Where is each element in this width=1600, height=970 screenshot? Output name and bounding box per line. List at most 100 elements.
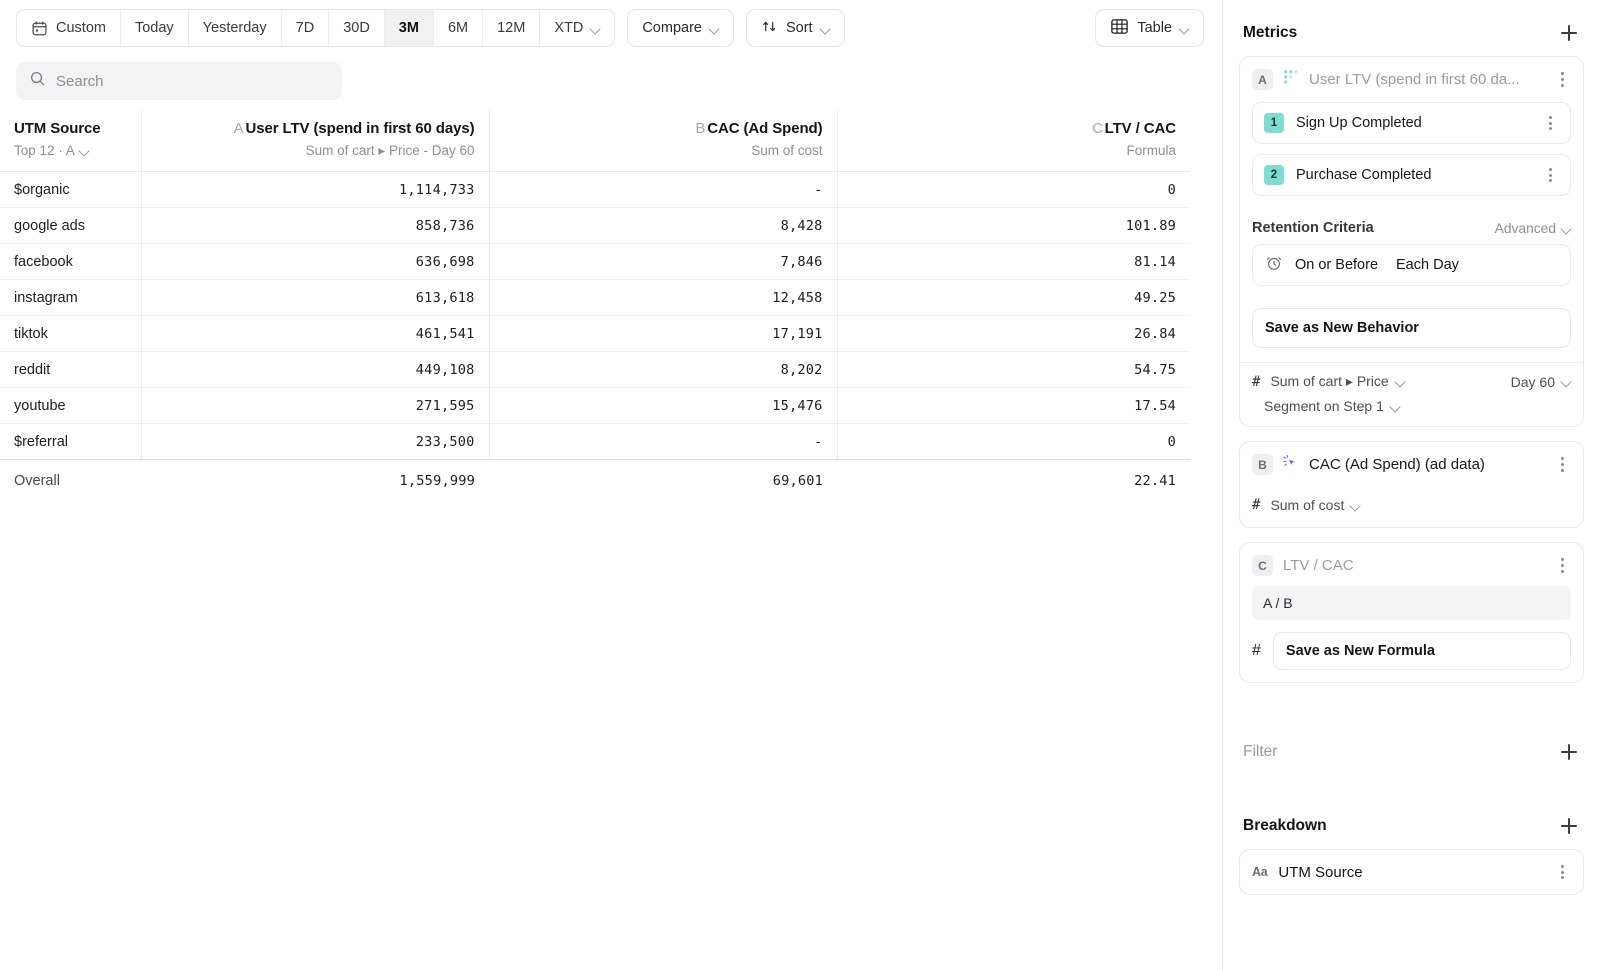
range-30d[interactable]: 30D: [329, 10, 385, 46]
step-menu-button[interactable]: [1541, 167, 1559, 183]
metric-b-badge: B: [1252, 454, 1273, 475]
retention-criteria-header: Retention Criteria Advanced: [1240, 210, 1583, 244]
column-header-metric-c[interactable]: C LTV / CAC Formula: [836, 110, 1190, 172]
formula-value: A / B: [1263, 595, 1293, 611]
range-3m[interactable]: 3M: [384, 10, 434, 46]
range-yesterday-label: Yesterday: [202, 20, 267, 36]
search-input[interactable]: [56, 72, 329, 90]
col2-sub: Sum of cost: [504, 143, 823, 158]
metric-c-header[interactable]: C LTV / CAC: [1240, 543, 1583, 584]
chevron-down-icon: [1562, 224, 1571, 233]
column-header-metric-b[interactable]: B CAC (Ad Spend) Sum of cost: [488, 110, 837, 172]
range-xtd[interactable]: XTD: [540, 10, 615, 46]
row-cac: -: [488, 171, 837, 208]
metric-a-header[interactable]: A User LTV (spend in first 60 da...: [1240, 57, 1583, 102]
range-6m[interactable]: 6M: [433, 10, 484, 46]
table-row[interactable]: youtube 271,595 15,476 17.54: [0, 387, 1190, 424]
chevron-down-icon: [710, 24, 719, 33]
row-ratio: 26.84: [836, 315, 1190, 352]
col1-letter: A: [233, 120, 244, 137]
metric-a-steps: 1 Sign Up Completed 2 Purchase Completed: [1240, 102, 1583, 210]
view-type-button[interactable]: Table: [1095, 9, 1204, 47]
save-as-new-behavior-button[interactable]: Save as New Behavior: [1252, 308, 1571, 348]
metric-card-c: C LTV / CAC A / B # Save as New Formula: [1239, 542, 1584, 683]
metric-c-menu-button[interactable]: [1553, 558, 1571, 573]
column-header-utm-source[interactable]: UTM Source Top 12 · A: [0, 110, 141, 172]
formula-save-row: # Save as New Formula: [1240, 620, 1583, 682]
formula-input[interactable]: A / B: [1252, 586, 1571, 620]
row-cac: 15,476: [488, 387, 837, 424]
table-row[interactable]: facebook 636,698 7,846 81.14: [0, 243, 1190, 280]
column-header-metric-a[interactable]: A User LTV (spend in first 60 days) Sum o…: [140, 110, 489, 172]
hash-icon: #: [1252, 497, 1261, 513]
metric-a-segment-dropdown[interactable]: Segment on Step 1: [1264, 398, 1400, 414]
col3-letter: C: [1091, 120, 1103, 137]
retention-advanced-label: Advanced: [1494, 220, 1556, 236]
table-grid-icon: [1110, 17, 1129, 40]
col0-sub[interactable]: Top 12 · A: [14, 143, 127, 158]
range-custom[interactable]: Custom: [17, 10, 121, 46]
table-row[interactable]: google ads 858,736 8,428 101.89: [0, 207, 1190, 244]
metric-a-day-label: Day 60: [1510, 373, 1555, 390]
step-item[interactable]: 1 Sign Up Completed: [1252, 102, 1571, 144]
row-ratio: 0: [836, 171, 1190, 208]
metric-b-title: CAC (Ad Spend) (ad data): [1309, 456, 1485, 473]
config-sidebar: Metrics A: [1222, 0, 1600, 970]
sort-button[interactable]: Sort: [745, 9, 845, 47]
chevron-down-icon: [821, 24, 830, 33]
metric-card-b: B CAC (Ad Spend) (ad data) # Sum of cost: [1239, 441, 1584, 528]
chevron-down-icon: [80, 146, 89, 155]
row-ratio: 101.89: [836, 207, 1190, 244]
range-12m[interactable]: 12M: [483, 10, 541, 46]
col2-sub-label: Sum of cost: [751, 143, 823, 158]
metric-a-measure-row: # Sum of cart ▸ Price Day 60: [1240, 363, 1583, 392]
breakdown-item-utm-source[interactable]: Aa UTM Source: [1239, 849, 1584, 895]
range-yesterday[interactable]: Yesterday: [188, 10, 282, 46]
step-item[interactable]: 2 Purchase Completed: [1252, 154, 1571, 196]
col0-title: UTM Source: [14, 120, 101, 137]
table-row[interactable]: reddit 449,108 8,202 54.75: [0, 351, 1190, 388]
metric-b-menu-button[interactable]: [1553, 457, 1571, 472]
breakdown-title: Breakdown: [1243, 817, 1327, 834]
overall-ltv: 1,559,999: [399, 472, 475, 489]
retention-advanced-dropdown[interactable]: Advanced: [1495, 221, 1571, 236]
table-body: $organic 1,114,733 - 0 google ads 858,73…: [0, 171, 1190, 460]
metric-a-segment-label: Segment on Step 1: [1264, 398, 1384, 414]
table-row[interactable]: instagram 613,618 12,458 49.25: [0, 279, 1190, 316]
metric-a-day-dropdown[interactable]: Day 60: [1511, 374, 1571, 390]
metric-card-a: A User LTV (spend in first 60 da...: [1239, 56, 1584, 427]
save-formula-label: Save as New Formula: [1285, 643, 1435, 659]
range-today[interactable]: Today: [120, 10, 189, 46]
range-7d[interactable]: 7D: [281, 10, 330, 46]
search-box[interactable]: [16, 62, 342, 100]
metric-a-measure-label: Sum of cart ▸ Price: [1270, 373, 1389, 389]
row-ratio: 0: [836, 423, 1190, 460]
compare-button[interactable]: Compare: [627, 9, 734, 47]
date-range-segmented-control[interactable]: Custom Today Yesterday 7D 30D 3M 6M 12M …: [16, 9, 616, 47]
retention-criteria-row: On or Before Each Day: [1240, 244, 1583, 298]
row-source: tiktok: [0, 315, 141, 352]
metric-c-title: LTV / CAC: [1283, 557, 1354, 574]
table-row[interactable]: $referral 233,500 - 0: [0, 423, 1190, 460]
col1-title-wrap: A User LTV (spend in first 60 days): [156, 120, 475, 137]
metric-b-header[interactable]: B CAC (Ad Spend) (ad data): [1240, 442, 1583, 487]
metric-a-measure-dropdown[interactable]: Sum of cart ▸ Price: [1270, 373, 1404, 390]
step-number: 2: [1264, 165, 1284, 185]
col2-letter: B: [695, 120, 706, 137]
row-ltv: 613,618: [140, 279, 489, 316]
step-menu-button[interactable]: [1541, 115, 1559, 131]
calendar-icon: [31, 20, 48, 37]
add-metric-button[interactable]: [1558, 22, 1580, 44]
add-filter-button[interactable]: [1558, 741, 1580, 763]
table-row[interactable]: $organic 1,114,733 - 0: [0, 171, 1190, 208]
breakdown-menu-button[interactable]: [1553, 864, 1571, 880]
metric-a-menu-button[interactable]: [1553, 72, 1571, 87]
save-as-new-formula-button[interactable]: Save as New Formula: [1272, 632, 1571, 670]
table-row[interactable]: tiktok 461,541 17,191 26.84: [0, 315, 1190, 352]
metric-b-measure-dropdown[interactable]: Sum of cost: [1270, 497, 1360, 513]
range-today-label: Today: [134, 20, 174, 36]
retention-criteria-pill[interactable]: On or Before Each Day: [1252, 244, 1571, 286]
add-breakdown-button[interactable]: [1558, 815, 1580, 837]
retention-when-label: On or Before: [1295, 257, 1379, 273]
retention-criteria-label: Retention Criteria: [1252, 220, 1374, 236]
